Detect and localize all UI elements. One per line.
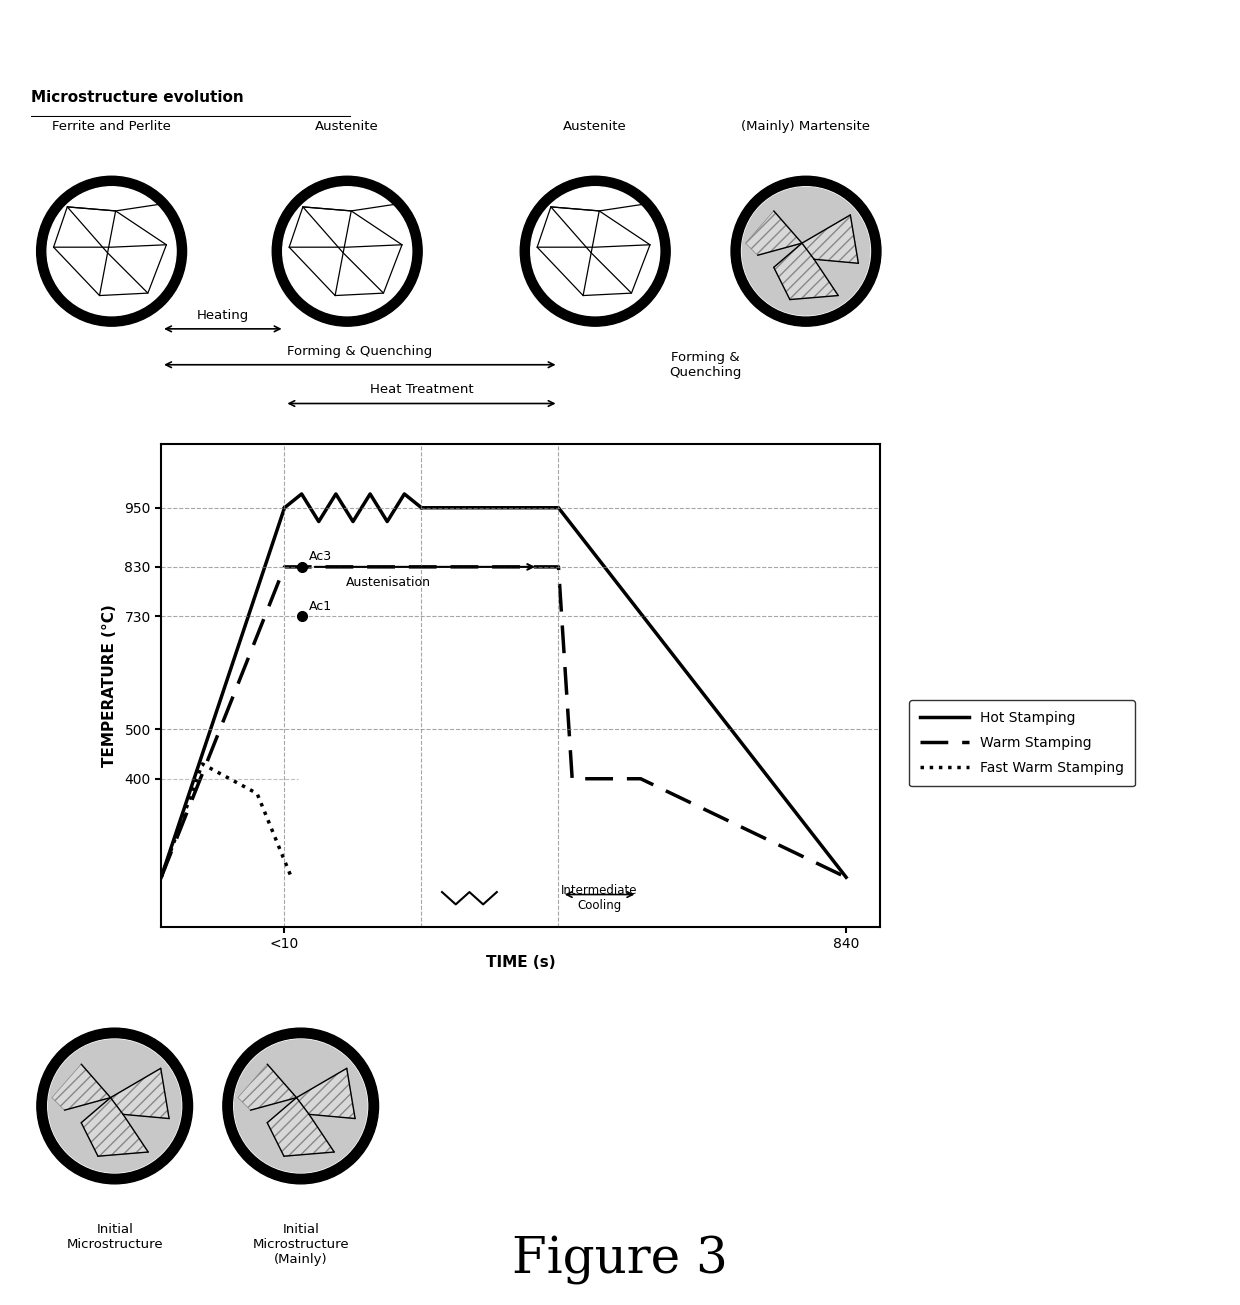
Text: Ac1: Ac1 xyxy=(309,600,331,613)
Polygon shape xyxy=(745,211,802,256)
Circle shape xyxy=(732,176,880,326)
Text: Ac3: Ac3 xyxy=(309,551,331,564)
Text: Figure 3: Figure 3 xyxy=(512,1236,728,1285)
Text: Ferrite and Perlite: Ferrite and Perlite xyxy=(52,120,171,133)
Text: (Mainly) Martensite: (Mainly) Martensite xyxy=(742,120,870,133)
Text: Microstructure evolution: Microstructure evolution xyxy=(31,90,244,106)
Text: Forming &
Quenching: Forming & Quenching xyxy=(670,351,742,378)
Polygon shape xyxy=(82,1098,149,1156)
Circle shape xyxy=(521,176,670,326)
Text: Initial
Microstructure: Initial Microstructure xyxy=(67,1223,162,1250)
Polygon shape xyxy=(238,1064,296,1111)
Circle shape xyxy=(233,1039,367,1173)
Text: Austenisation: Austenisation xyxy=(346,576,432,589)
Circle shape xyxy=(273,176,422,326)
Legend: Hot Stamping, Warm Stamping, Fast Warm Stamping: Hot Stamping, Warm Stamping, Fast Warm S… xyxy=(909,699,1135,787)
Circle shape xyxy=(47,187,176,316)
Text: Austenite: Austenite xyxy=(563,120,627,133)
Polygon shape xyxy=(267,1098,335,1156)
Y-axis label: TEMPERATURE (°C): TEMPERATURE (°C) xyxy=(103,604,118,766)
Text: Austenite: Austenite xyxy=(315,120,379,133)
Circle shape xyxy=(37,176,186,326)
Circle shape xyxy=(233,1039,367,1173)
Circle shape xyxy=(37,1028,192,1184)
Circle shape xyxy=(47,1039,182,1173)
Circle shape xyxy=(531,187,660,316)
Polygon shape xyxy=(110,1069,169,1118)
Text: Heat Treatment: Heat Treatment xyxy=(370,384,474,397)
Polygon shape xyxy=(802,215,858,264)
Text: Forming & Quenching: Forming & Quenching xyxy=(288,345,433,358)
Polygon shape xyxy=(52,1064,110,1111)
Circle shape xyxy=(47,1039,182,1173)
Circle shape xyxy=(223,1028,378,1184)
X-axis label: TIME (s): TIME (s) xyxy=(486,955,556,970)
Circle shape xyxy=(742,187,870,316)
Polygon shape xyxy=(296,1069,355,1118)
Circle shape xyxy=(742,187,870,316)
Text: Heating: Heating xyxy=(197,309,249,322)
Polygon shape xyxy=(774,243,838,300)
Circle shape xyxy=(283,187,412,316)
Text: Initial
Microstructure
(Mainly): Initial Microstructure (Mainly) xyxy=(253,1223,348,1266)
Text: Intermediate
Cooling: Intermediate Cooling xyxy=(562,883,637,912)
